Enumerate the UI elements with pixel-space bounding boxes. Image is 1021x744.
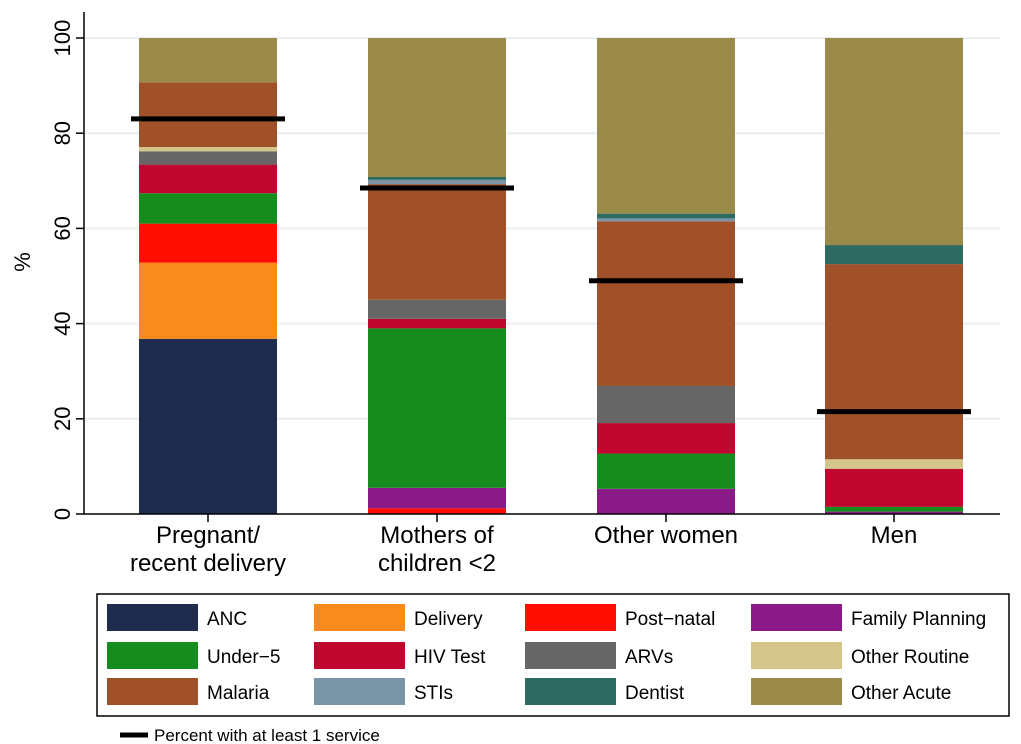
- y-tick-label: 40: [50, 311, 75, 335]
- legend-swatch: [314, 678, 405, 705]
- bar-segment: [139, 147, 277, 152]
- bar-segment: [368, 176, 506, 180]
- bar-segment: [825, 264, 963, 460]
- legend-swatch: [525, 678, 616, 705]
- bar-segment: [139, 164, 277, 194]
- legend-swatch: [525, 604, 616, 631]
- bar-segment: [825, 506, 963, 512]
- y-axis: 0 20 40 60 80 100: [50, 12, 85, 520]
- x-tick-label: Men: [871, 522, 918, 549]
- bar-segment: [825, 468, 963, 507]
- legend-label: Malaria: [207, 683, 270, 704]
- bar-segment: [597, 385, 735, 424]
- legend-label: Family Planning: [851, 609, 986, 630]
- bar-segment: [825, 459, 963, 469]
- bar-segment: [139, 193, 277, 224]
- legend-label: Other Acute: [851, 683, 951, 704]
- bar-segment: [597, 221, 735, 386]
- legend-swatch: [107, 678, 198, 705]
- bar-segment: [139, 338, 277, 514]
- bar-segment: [139, 223, 277, 263]
- bar-segment: [368, 318, 506, 329]
- y-tick-label: 20: [50, 407, 75, 431]
- x-tick-label: Other women: [594, 522, 738, 549]
- legend-label: ARVs: [625, 647, 673, 668]
- y-tick-label: 80: [50, 121, 75, 145]
- bar-segment: [368, 487, 506, 509]
- bar-segment: [368, 299, 506, 319]
- bar-segment: [368, 508, 506, 514]
- legend-swatch: [314, 642, 405, 669]
- y-tick-label: 0: [50, 508, 75, 520]
- legend-swatch: [751, 604, 842, 631]
- bar-segment: [597, 218, 735, 222]
- y-tick-label: 60: [50, 216, 75, 240]
- legend-label: HIV Test: [414, 647, 486, 668]
- legend-label: Dentist: [625, 683, 685, 704]
- legend-label: Other Routine: [851, 647, 969, 668]
- y-axis-label: %: [10, 252, 35, 272]
- bar-segment: [139, 151, 277, 165]
- service-markers: [131, 116, 971, 415]
- bar-segment: [368, 328, 506, 488]
- y-tick-label: 100: [50, 20, 75, 57]
- bar-segment: [825, 245, 963, 265]
- x-axis: Pregnant/recent delivery Mothers of childr…: [84, 513, 1000, 577]
- legend-swatch: [314, 604, 405, 631]
- bar-segment: [597, 453, 735, 489]
- legend-swatch: [107, 642, 198, 669]
- bar-segment: [139, 38, 277, 83]
- bar-segment: [825, 38, 963, 246]
- bar-segment: [139, 82, 277, 148]
- bar-segment: [597, 423, 735, 454]
- legend: ANC Delivery Post−natal Family Planning Unde…: [96, 593, 1010, 717]
- legend-swatch: [107, 604, 198, 631]
- legend-swatch: [751, 678, 842, 705]
- bar-segment: [368, 38, 506, 177]
- legend-swatch: [525, 642, 616, 669]
- legend-swatch: [751, 642, 842, 669]
- legend-label: Post−natal: [625, 609, 715, 630]
- legend-label: ANC: [207, 609, 247, 630]
- marker-legend-label: Percent with at least 1 service: [154, 726, 380, 744]
- x-tick-label: Pregnant/recent delivery: [130, 522, 286, 577]
- legend-label: STIs: [414, 683, 453, 704]
- bar-segment: [597, 38, 735, 214]
- legend-label: Under−5: [207, 647, 280, 668]
- bar-segment: [825, 511, 963, 514]
- bar-segment: [597, 488, 735, 514]
- bar-segment: [597, 213, 735, 219]
- marker-legend: Percent with at least 1 service: [120, 726, 380, 744]
- bar-segment: [368, 184, 506, 300]
- x-tick-label: Mothers of children <2: [378, 522, 496, 577]
- bar-segment: [139, 262, 277, 339]
- bar-stacks: [139, 38, 963, 514]
- legend-label: Delivery: [414, 609, 483, 630]
- bar-segment: [368, 179, 506, 185]
